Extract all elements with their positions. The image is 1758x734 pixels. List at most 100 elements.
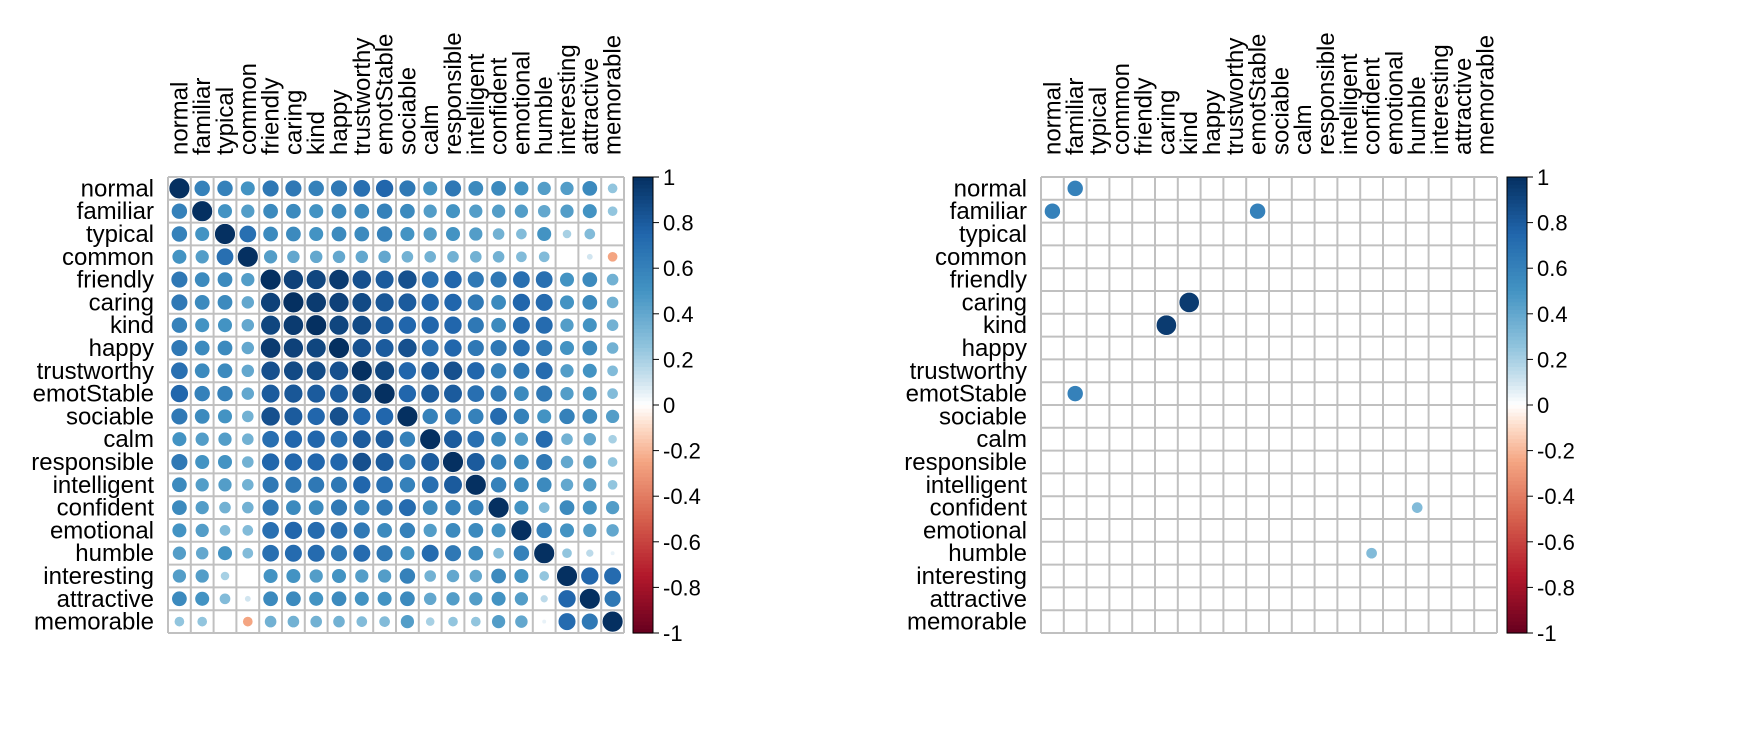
correlation-circle: [513, 453, 530, 471]
colorbar-segment: [1507, 264, 1527, 269]
correlation-circle: [262, 568, 279, 584]
correlation-circle: [559, 454, 575, 470]
row-label: emotStable: [33, 381, 154, 408]
row-label: calm: [103, 426, 154, 453]
colorbar-segment: [1507, 431, 1527, 436]
colorbar-segment: [1507, 602, 1527, 607]
correlation-circle: [420, 361, 440, 381]
row-label: friendly: [950, 267, 1027, 294]
correlation-circle: [375, 544, 394, 563]
correlation-circle: [329, 430, 349, 449]
correlation-circle: [467, 522, 484, 539]
colorbar-segment: [1507, 617, 1527, 623]
correlation-circle: [194, 249, 210, 265]
correlation-circle: [420, 292, 440, 312]
correlation-circle: [491, 250, 506, 264]
colorbar-segment: [633, 234, 653, 239]
correlation-circle: [284, 543, 303, 563]
colorbar-segment: [1507, 367, 1527, 372]
correlation-circle: [536, 408, 553, 425]
column-label: confident: [486, 57, 513, 155]
colorbar-segment: [633, 541, 653, 547]
correlation-circle: [511, 292, 531, 312]
correlation-circle: [217, 477, 233, 493]
correlation-circle: [603, 589, 622, 608]
correlation-circle: [352, 543, 372, 563]
correlation-circle: [171, 522, 188, 539]
correlation-circles: [1043, 179, 1424, 560]
colorbar-segment: [633, 473, 653, 478]
correlation-circle: [330, 475, 348, 494]
correlation-circle: [491, 203, 507, 219]
correlation-circle: [286, 614, 300, 629]
correlation-circle: [466, 452, 486, 472]
colorbar-segment: [633, 610, 653, 615]
colorbar-segment: [1507, 530, 1527, 535]
correlation-circle: [353, 225, 370, 243]
correlation-circle: [444, 407, 462, 426]
correlation-circle: [1249, 202, 1267, 220]
colorbar-segment: [633, 412, 653, 417]
correlation-circle: [284, 179, 303, 198]
correlation-circle: [512, 270, 531, 289]
correlation-circle: [420, 543, 440, 563]
correlation-circle: [219, 570, 231, 582]
row-label: humble: [75, 540, 154, 567]
correlation-circle: [445, 568, 461, 584]
correlation-circle: [261, 430, 280, 449]
correlation-circle: [351, 337, 372, 359]
correlation-circle: [351, 292, 373, 313]
colorbar-tick-label: 0.4: [663, 302, 694, 327]
correlation-circle: [283, 406, 304, 427]
colorbar-segment: [633, 492, 653, 497]
correlation-circle: [330, 179, 348, 198]
correlation-circle: [351, 451, 372, 473]
row-label: interesting: [916, 563, 1027, 590]
colorbar-tick-label: 0.6: [1537, 256, 1568, 281]
correlation-circle: [285, 568, 302, 584]
correlation-circle: [217, 203, 233, 220]
correlation-circle: [1066, 385, 1084, 403]
correlation-circle: [606, 456, 619, 468]
colorbar-tick-label: 0.8: [1537, 211, 1568, 236]
correlation-circle: [605, 272, 620, 287]
colorbar-segment: [633, 595, 653, 600]
correlation-circle: [423, 591, 438, 606]
colorbar-tick-label: -0.2: [663, 439, 701, 464]
correlation-circle: [170, 453, 189, 471]
colorbar-segment: [1507, 203, 1527, 208]
correlation-circle: [171, 499, 188, 516]
correlation-circle: [240, 318, 255, 333]
correlation-circle: [443, 429, 463, 449]
colorbar-segment: [1507, 462, 1527, 467]
colorbar-tick-label: 0.4: [1537, 302, 1568, 327]
colorbar-segment: [1507, 291, 1527, 296]
correlation-circle: [399, 203, 416, 220]
colorbar-segment: [633, 560, 653, 566]
correlation-circle: [214, 223, 236, 245]
correlation-circle: [263, 614, 278, 629]
correlation-circle: [606, 182, 619, 195]
colorbar-tick-label: 0.2: [1537, 347, 1568, 372]
correlation-circle: [374, 360, 395, 382]
correlation-circle: [328, 360, 350, 381]
correlation-circle: [350, 359, 373, 382]
column-label: humble: [1404, 76, 1431, 155]
correlation-circle: [605, 408, 621, 424]
colorbar-segment: [1507, 595, 1527, 600]
correlation-circle: [399, 614, 415, 630]
correlation-circle: [306, 406, 326, 426]
colorbar-segment: [633, 484, 653, 490]
colorbar-segment: [633, 203, 653, 208]
correlation-circle: [444, 522, 462, 539]
correlation-circle: [354, 568, 370, 584]
correlation-circle: [609, 550, 616, 556]
correlation-circle: [240, 203, 256, 219]
colorbar-segment: [1507, 591, 1527, 596]
correlation-circle: [194, 271, 211, 288]
colorbar-segment: [1507, 237, 1527, 243]
column-label: emotional: [1381, 51, 1408, 155]
correlation-circle: [512, 315, 531, 335]
correlation-circle: [444, 544, 462, 563]
colorbar-segment: [633, 344, 653, 349]
